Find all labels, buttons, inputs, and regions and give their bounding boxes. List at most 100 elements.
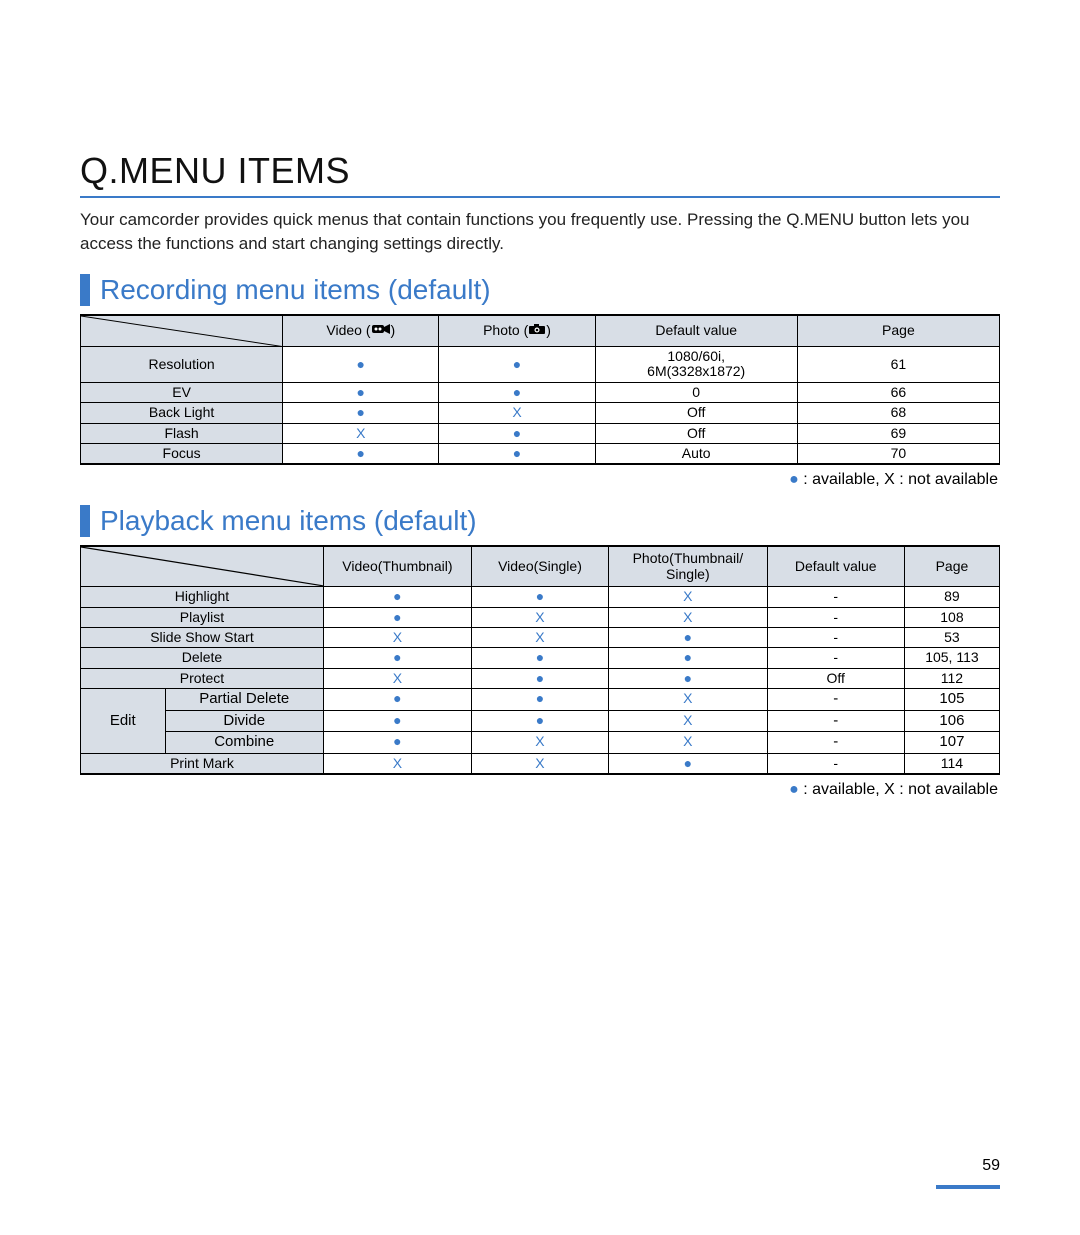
cell-default: 0 xyxy=(595,382,797,402)
row-name: Focus xyxy=(81,444,283,465)
cell-default: - xyxy=(767,732,904,754)
row-name: Slide Show Start xyxy=(81,628,324,648)
recording-table-wrap: Video () Photo () Default value Page Res… xyxy=(80,314,1000,466)
cell-page: 114 xyxy=(904,753,999,774)
table-row: Slide Show StartXX●-53 xyxy=(81,628,1000,648)
cell-vthumb: ● xyxy=(323,732,471,754)
playback-legend: ● : available, X : not available xyxy=(80,781,998,799)
table-row: Back Light●XOff68 xyxy=(81,403,1000,423)
playback-col-page: Page xyxy=(904,546,999,586)
recording-tbody: Resolution●●1080/60i,6M(3328x1872)61EV●●… xyxy=(81,347,1000,465)
cell-vsingle: X xyxy=(471,732,608,754)
cell-vsingle: X xyxy=(471,607,608,627)
cell-page: 89 xyxy=(904,587,999,607)
cell-default: - xyxy=(767,710,904,732)
cell-video: ● xyxy=(283,347,439,383)
intro-text: Your camcorder provides quick menus that… xyxy=(80,208,1000,256)
cell-vsingle: ● xyxy=(471,689,608,711)
cell-video: ● xyxy=(283,444,439,465)
cell-vthumb: X xyxy=(323,753,471,774)
cell-page: 68 xyxy=(797,403,999,423)
cell-vthumb: ● xyxy=(323,689,471,711)
cell-default: Off xyxy=(595,423,797,443)
table-row: FlashX●Off69 xyxy=(81,423,1000,443)
table-row: Playlist●XX-108 xyxy=(81,607,1000,627)
cell-page: 70 xyxy=(797,444,999,465)
playback-corner-cell xyxy=(81,546,324,586)
cell-photo: ● xyxy=(439,347,595,383)
cell-photo: ● xyxy=(439,423,595,443)
cell-vthumb: ● xyxy=(323,648,471,668)
table-row: EditPartial Delete●●X-105 xyxy=(81,689,1000,711)
cell-default: - xyxy=(767,607,904,627)
cell-vsingle: X xyxy=(471,628,608,648)
cell-vthumb: X xyxy=(323,628,471,648)
cell-photo: X xyxy=(609,607,767,627)
recording-corner-cell xyxy=(81,315,283,347)
row-name: Protect xyxy=(81,668,324,688)
table-row: ProtectX●●Off112 xyxy=(81,668,1000,688)
cell-photo: X xyxy=(609,587,767,607)
recording-section-title: Recording menu items (default) xyxy=(80,274,1000,306)
cell-vsingle: X xyxy=(471,753,608,774)
cell-default: Auto xyxy=(595,444,797,465)
edit-group-label: Edit xyxy=(81,689,166,754)
page-number-underline xyxy=(936,1185,1000,1189)
playback-col-photo: Photo(Thumbnail/ Single) xyxy=(609,546,767,586)
playback-table-wrap: Video(Thumbnail) Video(Single) Photo(Thu… xyxy=(80,545,1000,775)
row-name: Combine xyxy=(165,732,323,754)
row-name: Resolution xyxy=(81,347,283,383)
manual-page: Q.MENU ITEMS Your camcorder provides qui… xyxy=(0,0,1080,1235)
cell-photo: ● xyxy=(439,382,595,402)
camera-icon xyxy=(528,323,546,338)
col-video-label-pre: Video ( xyxy=(326,322,370,338)
cell-photo: ● xyxy=(609,628,767,648)
recording-legend: ● : available, X : not available xyxy=(80,471,998,489)
playback-col-default: Default value xyxy=(767,546,904,586)
cell-page: 66 xyxy=(797,382,999,402)
cell-photo: ● xyxy=(609,648,767,668)
row-name: Playlist xyxy=(81,607,324,627)
legend-dot-icon: ● xyxy=(789,471,799,488)
playback-table: Video(Thumbnail) Video(Single) Photo(Thu… xyxy=(80,545,1000,775)
cell-vthumb: ● xyxy=(323,607,471,627)
row-name: Partial Delete xyxy=(165,689,323,711)
cell-default: - xyxy=(767,587,904,607)
row-name: Delete xyxy=(81,648,324,668)
row-name: EV xyxy=(81,382,283,402)
cell-vthumb: ● xyxy=(323,710,471,732)
row-name: Print Mark xyxy=(81,753,324,774)
col-photo-label-suf: ) xyxy=(546,322,551,338)
playback-col-vthumb: Video(Thumbnail) xyxy=(323,546,471,586)
table-row: Resolution●●1080/60i,6M(3328x1872)61 xyxy=(81,347,1000,383)
table-row: Print MarkXX●-114 xyxy=(81,753,1000,774)
cell-photo: X xyxy=(609,689,767,711)
cell-photo: X xyxy=(609,710,767,732)
row-name: Divide xyxy=(165,710,323,732)
cell-default: Off xyxy=(595,403,797,423)
cell-default: - xyxy=(767,648,904,668)
recording-col-page: Page xyxy=(797,315,999,347)
cell-vsingle: ● xyxy=(471,648,608,668)
cell-vsingle: ● xyxy=(471,587,608,607)
page-title: Q.MENU ITEMS xyxy=(80,150,1000,198)
cell-photo: X xyxy=(609,732,767,754)
cell-default: 1080/60i,6M(3328x1872) xyxy=(595,347,797,383)
table-row: Combine●XX-107 xyxy=(81,732,1000,754)
recording-col-photo: Photo () xyxy=(439,315,595,347)
recording-col-default: Default value xyxy=(595,315,797,347)
cell-vthumb: X xyxy=(323,668,471,688)
table-row: Delete●●●-105, 113 xyxy=(81,648,1000,668)
col-video-label-suf: ) xyxy=(391,322,396,338)
cell-vsingle: ● xyxy=(471,710,608,732)
cell-page: 108 xyxy=(904,607,999,627)
cell-default: - xyxy=(767,628,904,648)
table-row: Highlight●●X-89 xyxy=(81,587,1000,607)
cell-vsingle: ● xyxy=(471,668,608,688)
cell-page: 53 xyxy=(904,628,999,648)
cell-photo: ● xyxy=(609,753,767,774)
cell-page: 69 xyxy=(797,423,999,443)
recording-legend-text: : available, X : not available xyxy=(799,471,998,488)
table-row: Divide●●X-106 xyxy=(81,710,1000,732)
playback-tbody: Highlight●●X-89Playlist●XX-108Slide Show… xyxy=(81,587,1000,774)
